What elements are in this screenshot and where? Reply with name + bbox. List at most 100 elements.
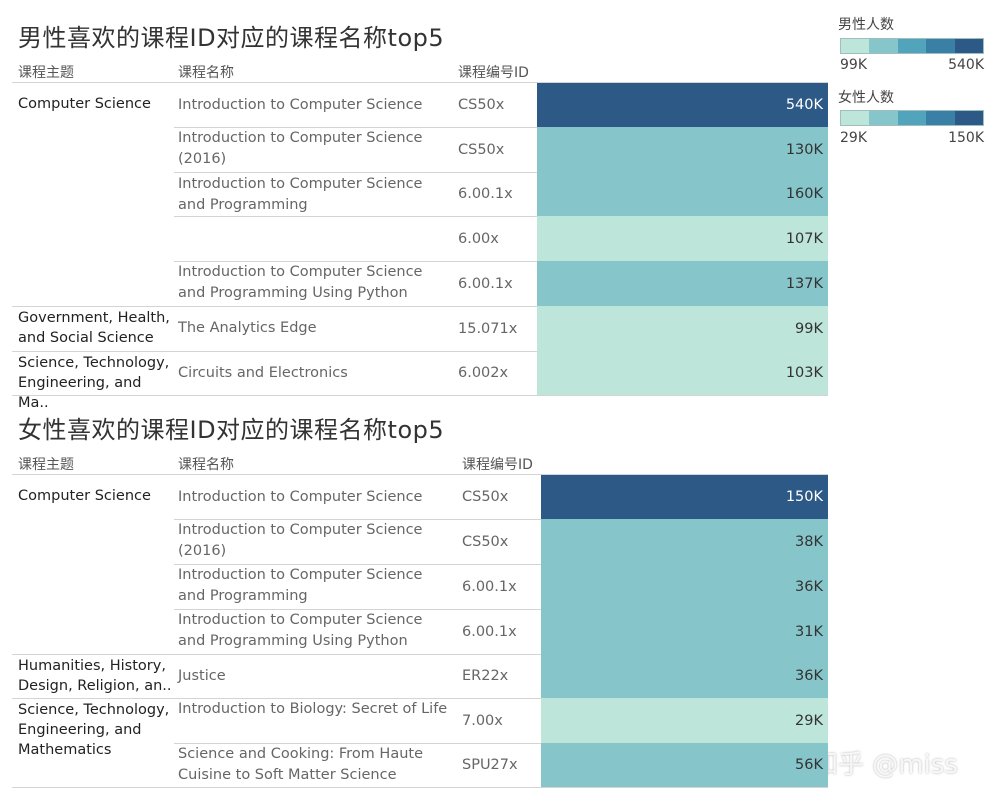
legend-swatch [869,111,898,125]
course-name: Introduction to Computer Science and Pro… [178,612,423,649]
course-name: Introduction to Computer Science (2016) [178,130,423,167]
legend-title-male: 男性人数 [838,17,894,33]
legend-swatch [841,39,870,53]
legend-swatch [954,39,984,53]
data-label: 38K [795,533,823,550]
topic-label: Humanities, History, Design, Religion, a… [18,658,172,694]
column-header: 课程编号ID [462,457,533,473]
column-header: 课程名称 [178,457,234,473]
legend-max-male: 540K [948,57,984,73]
legend-max-female: 150K [948,130,984,146]
course-name: Circuits and Electronics [178,365,348,381]
course-id: CS50x [462,489,509,505]
row-divider [174,609,541,610]
course-id: 6.00.1x [458,275,513,292]
header-divider [12,82,828,83]
legend-swatch [926,39,955,53]
column-header: 课程名称 [178,65,234,81]
course-name: Introduction to Computer Science (2016) [178,522,423,559]
legend-colorbar-male [840,38,984,54]
row-divider [12,654,541,655]
row-divider [174,743,541,744]
value-cell [541,564,828,609]
watermark: 知乎 @miss [812,750,958,780]
course-id: CS50x [458,97,505,113]
column-header: 课程主题 [18,457,74,473]
course-name: The Analytics Edge [178,320,317,336]
legend-colorbar-female [840,110,984,126]
row-divider [12,698,541,699]
legend-swatch [954,111,984,125]
course-id: 6.00x [458,230,499,247]
value-cell [537,261,828,306]
value-cell [541,698,828,743]
legend-title-female: 女性人数 [838,90,894,106]
course-name: Science and Cooking: From Haute Cuisine … [178,746,424,783]
column-header: 课程编号ID [458,65,529,81]
value-cell [541,609,828,654]
row-divider [174,216,537,217]
legend-min-male: 99K [840,57,867,73]
row-divider [12,306,537,307]
row-divider [174,519,541,520]
data-label: 107K [785,230,823,247]
legend-swatch [869,39,898,53]
data-label: 36K [795,668,823,684]
topic-label: Computer Science [18,96,151,112]
data-label: 31K [795,623,823,640]
data-label: 137K [785,275,823,292]
topic-label: Government, Health, and Social Science [18,310,170,346]
row-divider [174,127,537,128]
data-label: 130K [785,141,823,158]
data-label: 56K [795,757,823,773]
row-divider [174,261,537,262]
legend-swatch [897,111,927,125]
legend-swatch [841,111,870,125]
data-label: 99K [795,320,823,337]
column-header: 课程主题 [18,65,74,81]
value-cell [537,127,828,172]
value-cell [541,654,828,698]
header-divider [12,474,828,475]
course-name: Introduction to Computer Science [178,489,423,505]
topic-label: Science, Technology, Engineering, and Ma… [18,355,170,411]
course-id: 7.00x [462,712,503,729]
course-id: ER22x [462,668,509,684]
course-name: Introduction to Computer Science and Pro… [178,567,423,604]
row-divider [12,351,537,352]
row-divider [174,172,537,173]
legend-swatch [897,39,927,53]
value-cell [541,475,828,519]
course-id: 6.00.1x [462,623,517,640]
topic-label: Science, Technology, Engineering, and Ma… [18,702,170,758]
value-cell [537,306,828,351]
chart-title: 女性喜欢的课程ID对应的课程名称top5 [18,416,445,444]
legend-min-female: 29K [840,130,867,146]
value-cell [537,83,828,127]
chart-title: 男性喜欢的课程ID对应的课程名称top5 [18,24,445,52]
course-id: SPU27x [462,757,518,773]
course-name: Introduction to Computer Science [178,97,423,113]
value-cell [541,519,828,564]
data-label: 540K [785,97,823,113]
value-cell [537,172,828,216]
course-id: 6.00.1x [458,186,513,202]
row-divider [174,564,541,565]
table-bottom-border [12,395,828,396]
table-bottom-border [12,787,828,788]
course-name: Justice [178,668,226,684]
data-label: 103K [785,365,823,381]
data-label: 36K [795,578,823,595]
data-label: 29K [795,712,823,729]
value-cell [541,743,828,787]
course-id: 15.071x [458,320,518,337]
data-label: 160K [785,186,823,202]
course-id: CS50x [458,141,505,158]
course-id: CS50x [462,533,509,550]
legend-swatch [926,111,955,125]
topic-label: Computer Science [18,488,151,504]
course-name: Introduction to Biology: Secret of Life [178,701,448,717]
course-id: 6.00.1x [462,578,517,595]
data-label: 150K [785,489,823,505]
value-cell [537,351,828,395]
